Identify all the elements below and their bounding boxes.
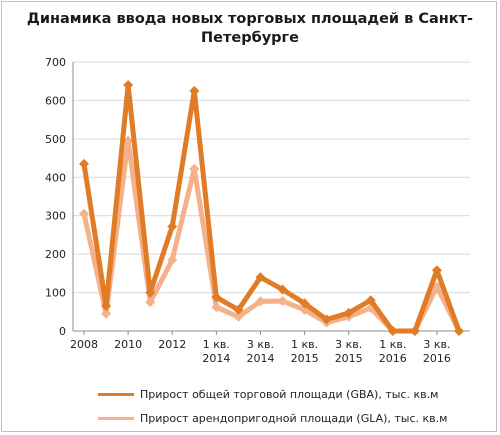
series-group [79, 80, 464, 336]
x-tick-label-16: 3 кв. 2016 [423, 338, 451, 365]
x-tick-label-14: 1 кв. 2016 [379, 338, 407, 365]
y-tick-label-400: 400 [45, 171, 66, 184]
series-0-point-16 [431, 265, 442, 276]
series-0-point-15 [409, 326, 420, 336]
series-0-point-4 [167, 221, 178, 232]
y-tick-label-0: 0 [59, 325, 66, 338]
series-0-point-12 [343, 307, 354, 318]
series-1-point-1 [101, 308, 112, 319]
series-0-point-8 [255, 272, 266, 283]
series-1-point-5 [189, 163, 200, 174]
legend-item-gla: Прирост арендопригодной площади (GLA), т… [98, 409, 447, 427]
series-1-point-8 [255, 296, 266, 307]
series-0-point-5 [189, 85, 200, 96]
chart-title-line-2: Петербурге [201, 30, 299, 46]
chart-title: Динамика ввода новых торговых площадей в… [0, 10, 500, 48]
legend: Прирост общей торговой площади (GBA), ты… [98, 385, 447, 433]
x-tick-label-12: 3 кв. 2015 [335, 338, 363, 365]
x-tick-label-6: 1 кв. 2014 [202, 338, 230, 365]
x-tick-label-0: 2008 [70, 338, 98, 351]
y-tick-label-100: 100 [45, 287, 66, 300]
y-tick-label-600: 600 [45, 94, 66, 107]
x-axis-ticks: 2008 2010 2012 1 кв. 2014 3 кв. 2014 1 кв. 2015 3… [70, 331, 451, 365]
series-1-point-9 [277, 296, 288, 307]
series-1-point-0 [79, 208, 90, 219]
series-1-point-2 [123, 135, 134, 146]
series-0-point-11 [321, 314, 332, 325]
series-0-point-9 [277, 284, 288, 295]
legend-item-gba: Прирост общей торговой площади (GBA), ты… [98, 385, 447, 403]
series-1-point-3 [145, 297, 156, 308]
y-tick-label-700: 700 [45, 56, 66, 69]
legend-swatch-gla [98, 416, 134, 420]
y-tick-label-300: 300 [45, 210, 66, 223]
series-line-0 [81, 82, 462, 334]
series-0-point-6 [211, 292, 222, 303]
series-1-point-4 [167, 254, 178, 265]
series-0-point-14 [387, 326, 398, 336]
series-line-1 [81, 138, 462, 334]
series-0-point-10 [299, 298, 310, 309]
series-0-point-0 [79, 158, 90, 169]
legend-label-gba: Прирост общей торговой площади (GBA), ты… [140, 387, 439, 401]
x-tick-label-8: 3 кв. 2014 [246, 338, 274, 365]
y-tick-label-500: 500 [45, 133, 66, 146]
series-0-point-1 [101, 301, 112, 312]
series-0-point-17 [453, 326, 464, 336]
chart-title-line-1: Динамика ввода новых торговых площадей в… [26, 11, 474, 27]
grid-lines [72, 61, 470, 332]
series-0-point-13 [365, 295, 376, 306]
legend-label-gla: Прирост арендопригодной площади (GLA), т… [140, 411, 448, 425]
series-1-point-6 [211, 302, 222, 313]
x-tick-label-4: 2012 [158, 338, 186, 351]
y-tick-label-200: 200 [45, 248, 66, 261]
x-tick-label-2: 2010 [114, 338, 142, 351]
series-0-point-3 [145, 287, 156, 298]
series-0-point-2 [123, 80, 134, 91]
x-tick-label-10: 1 кв. 2015 [291, 338, 319, 365]
series-0-point-7 [233, 304, 244, 315]
legend-swatch-gba [98, 392, 134, 396]
series-1-point-7 [233, 311, 244, 322]
y-axis-ticks: 0 100 200 300 400 500 600 700 [45, 56, 66, 338]
